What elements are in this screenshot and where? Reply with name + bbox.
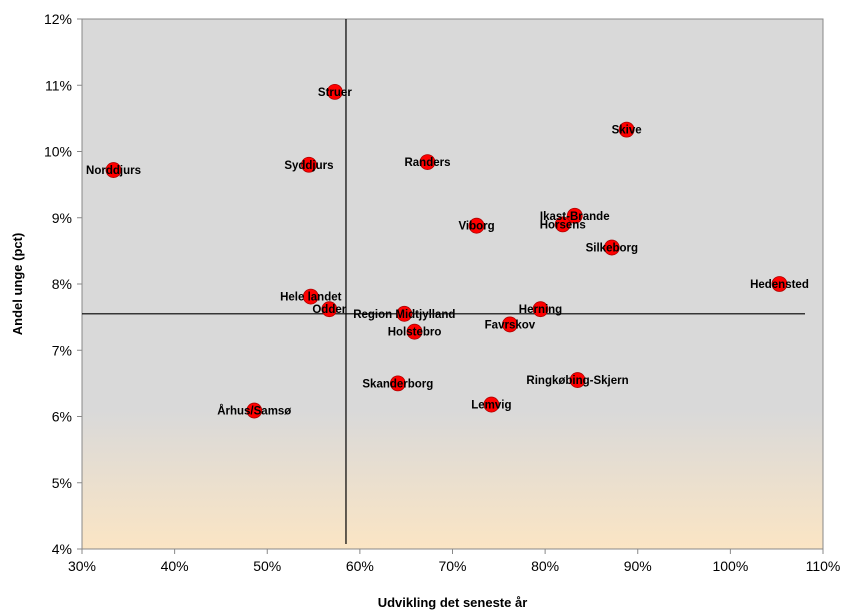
label-favrskov: Favrskov bbox=[485, 319, 536, 331]
x-tick-label: 50% bbox=[253, 558, 281, 574]
data-points bbox=[105, 83, 788, 419]
y-tick-label: 10% bbox=[44, 144, 72, 160]
y-tick-label: 9% bbox=[52, 210, 72, 226]
point-randers bbox=[419, 154, 436, 171]
y-tick-label: 7% bbox=[52, 342, 72, 358]
point-silkeborg bbox=[603, 239, 620, 256]
point-hedensted bbox=[771, 276, 788, 292]
point-labels: Struer Skive Norddjurs Syddjurs Randers Vibor… bbox=[86, 87, 809, 418]
label-region-midtjylland: Region Midtjylland bbox=[353, 309, 455, 321]
x-tick-label: 30% bbox=[68, 558, 96, 574]
label-struer: Struer bbox=[318, 87, 352, 99]
x-tick-label: 60% bbox=[346, 558, 374, 574]
point-norddjurs bbox=[105, 162, 122, 178]
y-axis-title: Andel unge (pct) bbox=[10, 233, 25, 336]
label-holstebro: Holstebro bbox=[388, 327, 442, 339]
y-tick-label: 12% bbox=[44, 11, 72, 27]
point-skanderborg bbox=[389, 375, 406, 392]
x-tick-label: 40% bbox=[161, 558, 189, 574]
point-struer bbox=[326, 83, 343, 100]
point-hele-landet bbox=[302, 288, 319, 305]
label-silkeborg: Silkeborg bbox=[586, 243, 638, 255]
y-tick-label: 8% bbox=[52, 276, 72, 292]
label-ikast-brande: Ikast-Brande bbox=[540, 211, 610, 223]
x-tick-label: 110% bbox=[806, 558, 841, 574]
label-syddjurs: Syddjurs bbox=[284, 160, 333, 172]
y-tick-label: 11% bbox=[45, 77, 72, 93]
point-viborg bbox=[468, 217, 485, 234]
label-randers: Randers bbox=[404, 157, 450, 169]
point-region-midtjylland bbox=[396, 305, 413, 322]
label-norddjurs: Norddjurs bbox=[86, 165, 141, 177]
x-tick-label: 70% bbox=[438, 558, 466, 574]
point-herning bbox=[532, 301, 549, 318]
point-skive bbox=[618, 121, 635, 138]
reference-lines bbox=[82, 19, 805, 544]
label-odder: Odder bbox=[312, 304, 346, 316]
y-tick-label: 5% bbox=[52, 475, 72, 491]
x-tick-label: 90% bbox=[624, 558, 652, 574]
x-tick-label: 100% bbox=[712, 558, 748, 574]
y-tick-label: 6% bbox=[52, 409, 72, 425]
point-holstebro bbox=[406, 323, 423, 340]
y-axis: 4% 5% 6% 7% 8% 9% 10% 11% 12% bbox=[44, 11, 82, 557]
point-ikast-brande bbox=[566, 207, 583, 224]
label-skanderborg: Skanderborg bbox=[362, 378, 433, 390]
label-ringk-bing-skjern: Ringkøbing-Skjern bbox=[526, 375, 628, 387]
label-lemvig: Lemvig bbox=[471, 400, 511, 412]
label-hele-landet: Hele landet bbox=[280, 292, 342, 304]
point-syddjurs bbox=[301, 156, 317, 173]
point-favrskov bbox=[502, 316, 518, 333]
x-axis: 30% 40% 50% 60% 70% 80% 90% 100% 110% bbox=[68, 549, 840, 574]
point-ringk-bing-skjern bbox=[569, 372, 586, 388]
point-lemvig bbox=[483, 396, 500, 413]
point-arhus-sams bbox=[246, 402, 263, 419]
plot-area bbox=[81, 18, 824, 550]
point-odder bbox=[321, 301, 338, 318]
y-tick-label: 4% bbox=[52, 541, 72, 557]
x-tick-label: 80% bbox=[531, 558, 559, 574]
label-herning: Herning bbox=[519, 304, 562, 316]
label-arhus-sams: Århus/Samsø bbox=[217, 405, 291, 418]
point-horsens bbox=[554, 216, 571, 233]
label-skive: Skive bbox=[612, 125, 642, 137]
label-viborg: Viborg bbox=[458, 221, 494, 233]
label-hedensted: Hedensted bbox=[750, 279, 809, 291]
label-horsens: Horsens bbox=[540, 219, 586, 231]
x-axis-title: Udvikling det seneste år bbox=[378, 595, 528, 610]
